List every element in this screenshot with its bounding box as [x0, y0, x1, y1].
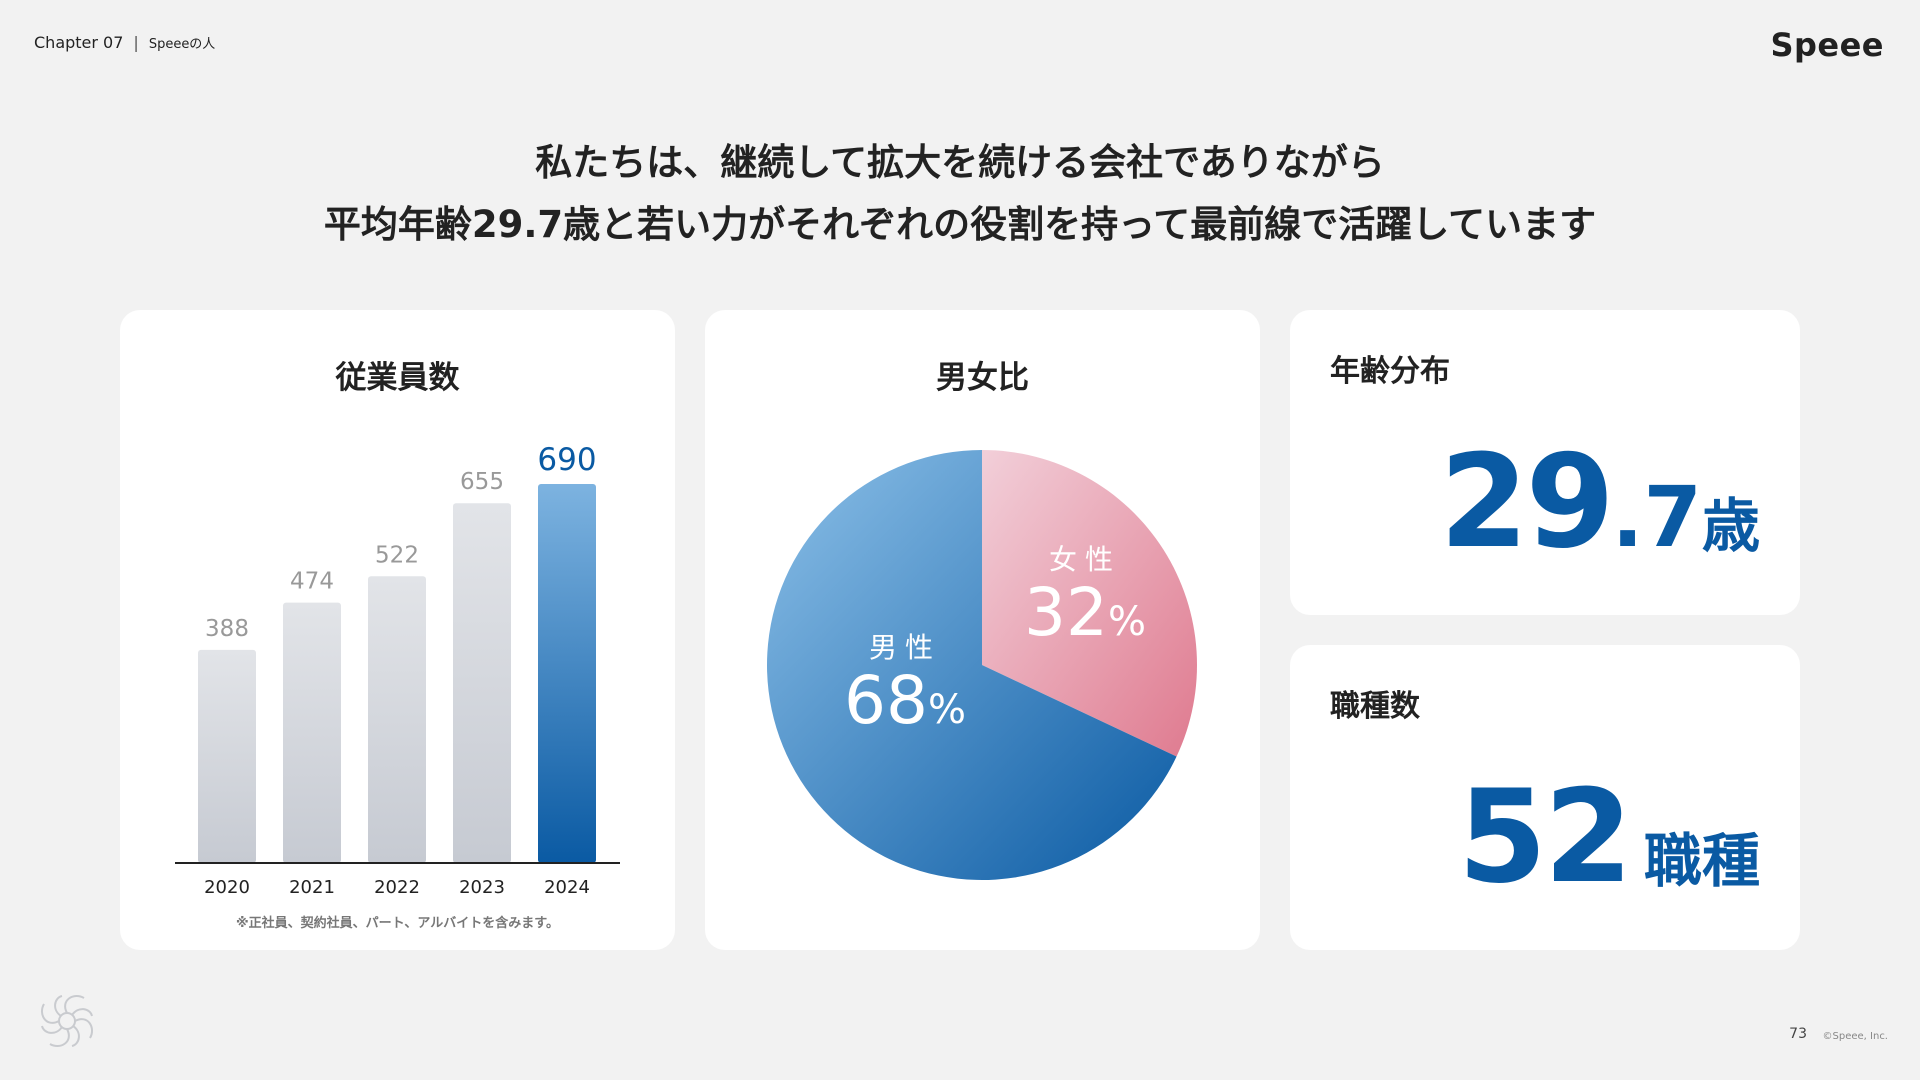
female-name: 女性: [1048, 543, 1121, 576]
employees-note: ※正社員、契約社員、パート、アルバイトを含みます。: [236, 916, 559, 931]
bar-value-label: 690: [537, 442, 596, 478]
age-decimal: .7: [1611, 468, 1702, 566]
x-tick-label: 2022: [374, 877, 420, 898]
gender-card: 男女比 女性 32% 男性 68%: [705, 310, 1260, 950]
age-unit: 歳: [1701, 492, 1760, 560]
job-count-unit: 職種: [1643, 827, 1760, 895]
female-percent: 32: [1024, 574, 1108, 651]
gender-pie-chart: [767, 450, 1197, 880]
speee-symbol-icon: [40, 994, 94, 1048]
bar-value-label: 522: [375, 542, 419, 568]
jobs-card: 職種数 52 職種: [1290, 645, 1800, 950]
x-tick-label: 2021: [289, 877, 335, 898]
male-label: 男性 68%: [825, 626, 985, 736]
average-age-value: 29.7歳: [1440, 428, 1761, 577]
age-card: 年齢分布 29.7歳: [1290, 310, 1800, 615]
header-chapter: Chapter 07 | Speeeの人: [34, 33, 215, 52]
pie-slice-male: [767, 450, 1177, 880]
section-label: Speeeの人: [148, 37, 216, 52]
male-unit: %: [927, 687, 966, 733]
age-integer: 29: [1439, 428, 1615, 577]
jobs-title: 職種数: [1330, 689, 1420, 724]
employees-card: 従業員数 388 2020 474 2021 522 2022 655 2023 690 2024…: [120, 310, 675, 950]
headline-line-2: 平均年齢29.7歳と若い力がそれぞれの役割を持って最前線で活躍しています: [323, 203, 1597, 246]
female-label: 女性 32%: [1010, 538, 1160, 648]
page-headline: 私たちは、継続して拡大を続ける会社でありながら 平均年齢29.7歳と若い力がそれ…: [0, 132, 1920, 256]
male-percent: 68: [844, 662, 928, 739]
employees-bar-chart: 388 2020 474 2021 522 2022 655 2023 690 2024: [175, 442, 620, 898]
headline-line-1: 私たちは、継続して拡大を続ける会社でありながら: [535, 141, 1385, 184]
bar-2020: [198, 649, 256, 863]
bar-value-label: 388: [205, 616, 249, 642]
bar-2024: [538, 484, 596, 863]
copyright: ©Speee, Inc.: [1822, 1031, 1888, 1042]
pie-slice-female: [982, 450, 1197, 757]
page-number: 73: [1789, 1026, 1807, 1042]
female-unit: %: [1107, 599, 1146, 645]
bar-2023: [453, 503, 511, 863]
job-count-number: 52: [1457, 763, 1633, 912]
bar-value-label: 474: [290, 569, 334, 595]
gender-title: 男女比: [936, 360, 1029, 396]
bar-2021: [283, 602, 341, 863]
header-separator: |: [133, 33, 139, 52]
x-tick-label: 2023: [459, 877, 505, 898]
chapter-label: Chapter 07: [34, 33, 124, 52]
speee-logo: Speee: [1770, 26, 1884, 64]
job-count-value: 52 職種: [1458, 763, 1760, 912]
male-name: 男性: [868, 631, 941, 664]
age-title: 年齢分布: [1330, 354, 1450, 389]
bar-2022: [368, 576, 426, 863]
x-tick-label: 2024: [544, 877, 590, 898]
employees-title: 従業員数: [335, 360, 460, 396]
x-tick-label: 2020: [204, 877, 250, 898]
bar-value-label: 655: [460, 469, 504, 495]
